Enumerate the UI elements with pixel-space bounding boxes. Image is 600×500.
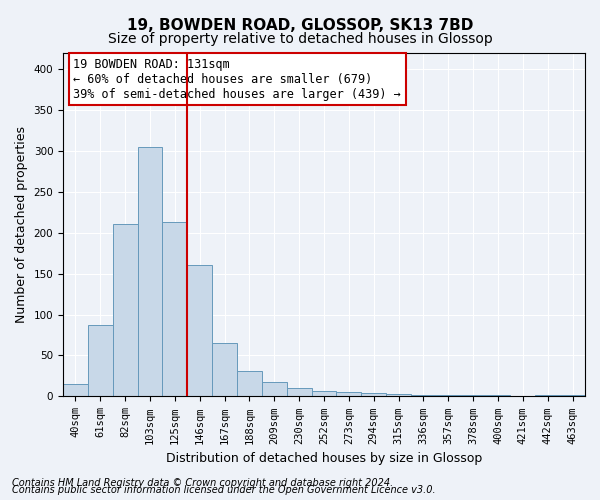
Y-axis label: Number of detached properties: Number of detached properties (15, 126, 28, 323)
Bar (237, 371, 262, 396)
Bar (287, 388, 311, 396)
Bar (461, 395, 485, 396)
Bar (560, 395, 585, 396)
Text: 19 BOWDEN ROAD: 131sqm
← 60% of detached houses are smaller (679)
39% of semi-de: 19 BOWDEN ROAD: 131sqm ← 60% of detached… (73, 58, 401, 100)
Bar (337, 392, 361, 396)
Bar (485, 395, 511, 396)
Bar (436, 395, 461, 396)
Bar (361, 393, 386, 396)
Bar (535, 395, 560, 396)
Bar (163, 222, 187, 396)
Bar (137, 148, 163, 396)
Text: 19, BOWDEN ROAD, GLOSSOP, SK13 7BD: 19, BOWDEN ROAD, GLOSSOP, SK13 7BD (127, 18, 473, 32)
Bar (212, 343, 237, 396)
Bar (113, 224, 137, 396)
Bar (63, 384, 88, 396)
Bar (386, 394, 411, 396)
X-axis label: Distribution of detached houses by size in Glossop: Distribution of detached houses by size … (166, 452, 482, 465)
Text: Size of property relative to detached houses in Glossop: Size of property relative to detached ho… (107, 32, 493, 46)
Text: Contains public sector information licensed under the Open Government Licence v3: Contains public sector information licen… (12, 485, 436, 495)
Bar (88, 325, 113, 396)
Bar (411, 395, 436, 396)
Text: Contains HM Land Registry data © Crown copyright and database right 2024.: Contains HM Land Registry data © Crown c… (12, 478, 393, 488)
Bar (187, 266, 212, 396)
Bar (262, 382, 287, 396)
Bar (311, 390, 337, 396)
